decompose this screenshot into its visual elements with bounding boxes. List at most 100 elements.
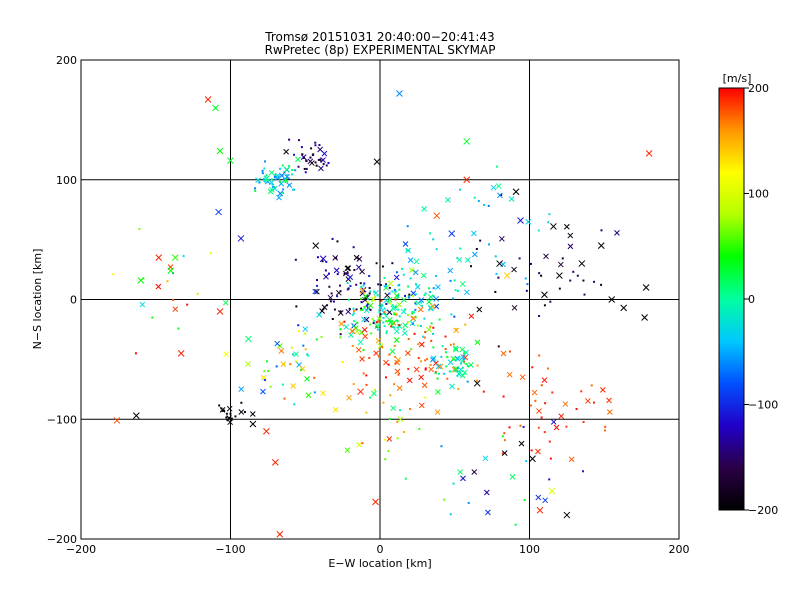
data-point-dot — [424, 359, 427, 362]
data-point-dot — [368, 275, 371, 278]
data-point-dot — [339, 333, 342, 336]
data-point-cross — [536, 408, 542, 414]
data-point-dot — [397, 294, 400, 297]
data-point-dot — [429, 232, 432, 235]
data-point-dot — [372, 322, 375, 325]
data-point-dot — [218, 404, 221, 407]
data-point-dot — [418, 427, 421, 430]
data-point-dot — [540, 416, 543, 419]
data-point-cross — [497, 192, 503, 199]
data-point-cross — [642, 284, 650, 291]
data-point-cross — [216, 147, 224, 155]
data-point-dot — [529, 262, 532, 265]
data-point-dot — [406, 225, 409, 228]
data-point-dot — [142, 277, 145, 280]
data-point-dot — [196, 292, 199, 295]
data-point-dot — [543, 304, 546, 307]
data-point-cross — [332, 255, 339, 261]
data-point-dot — [321, 260, 324, 263]
data-point-dot — [331, 318, 334, 321]
data-point-dot — [292, 188, 295, 191]
data-point-cross — [452, 345, 459, 352]
data-point-dot — [432, 238, 435, 241]
data-point-dot — [368, 287, 371, 290]
data-point-dot — [404, 308, 407, 311]
data-point-dot — [465, 363, 468, 366]
data-point-cross — [362, 333, 369, 340]
data-point-dot — [291, 169, 294, 172]
data-point-dot — [383, 438, 386, 441]
data-point-dot — [407, 338, 410, 341]
data-point-dot — [396, 326, 399, 329]
data-point-cross — [396, 323, 403, 330]
data-point-cross — [476, 306, 483, 313]
data-point-dot — [387, 449, 390, 452]
data-point-cross — [359, 356, 365, 362]
data-point-cross — [433, 212, 441, 220]
data-point-dot — [369, 290, 372, 293]
data-point-dot — [412, 311, 415, 314]
data-point-dot — [316, 279, 319, 282]
data-point-dot — [514, 523, 517, 526]
data-point-cross — [394, 359, 401, 366]
data-point-cross — [568, 456, 575, 463]
data-point-dot — [377, 283, 380, 286]
data-point-dot — [263, 376, 266, 379]
data-point-cross — [405, 247, 411, 254]
data-point-cross — [320, 390, 326, 396]
data-point-dot — [261, 172, 264, 175]
data-point-dot — [432, 326, 435, 329]
colorbar-unit-label: [m/s] — [723, 72, 752, 85]
data-point-dot — [274, 173, 277, 176]
data-point-cross — [426, 298, 432, 305]
data-point-dot — [282, 191, 285, 194]
data-point-cross — [474, 339, 481, 346]
data-point-dot — [549, 457, 552, 460]
data-point-dot — [393, 313, 396, 316]
data-point-cross — [490, 184, 497, 191]
data-point-dot — [411, 322, 414, 325]
data-point-dot — [352, 383, 355, 386]
data-point-dot — [429, 325, 432, 328]
data-point-dot — [352, 309, 355, 312]
data-point-cross — [317, 146, 324, 153]
data-point-cross — [519, 374, 526, 381]
data-point-cross — [363, 307, 370, 314]
data-point-cross — [215, 208, 222, 216]
data-point-cross — [433, 295, 440, 302]
data-point-cross — [485, 509, 491, 516]
data-point-dot — [392, 325, 395, 328]
data-point-dot — [305, 167, 308, 170]
data-point-cross — [550, 223, 557, 230]
data-point-cross — [346, 394, 352, 401]
data-point-dot — [393, 344, 396, 347]
data-point-dot — [385, 320, 388, 323]
data-point-cross — [268, 169, 275, 176]
data-point-cross — [563, 223, 570, 230]
data-point-dot — [459, 188, 462, 191]
data-point-dot — [593, 280, 596, 283]
data-point-dot — [365, 383, 368, 386]
data-point-dot — [398, 409, 401, 412]
data-point-dot — [408, 293, 411, 296]
data-point-dot — [263, 167, 266, 170]
data-point-cross — [394, 368, 401, 375]
data-point-dot — [459, 362, 462, 365]
x-tick-label: −100 — [215, 543, 245, 556]
chart-subtitle: RwPretec (8p) EXPERIMENTAL SKYMAP — [265, 43, 496, 57]
data-point-cross — [316, 311, 323, 318]
data-point-dot — [371, 299, 374, 302]
data-point-dot — [343, 320, 346, 323]
data-point-dot — [383, 313, 386, 316]
data-point-dot — [381, 345, 384, 348]
data-point-dot — [263, 379, 266, 382]
data-point-dot — [348, 307, 351, 310]
data-point-dot — [346, 282, 349, 285]
data-point-dot — [209, 252, 212, 255]
data-point-dot — [402, 273, 405, 276]
data-point-cross — [268, 186, 275, 193]
data-point-dot — [307, 354, 310, 357]
data-point-dot — [316, 284, 319, 287]
data-point-dot — [258, 181, 261, 184]
data-point-cross — [459, 346, 466, 353]
